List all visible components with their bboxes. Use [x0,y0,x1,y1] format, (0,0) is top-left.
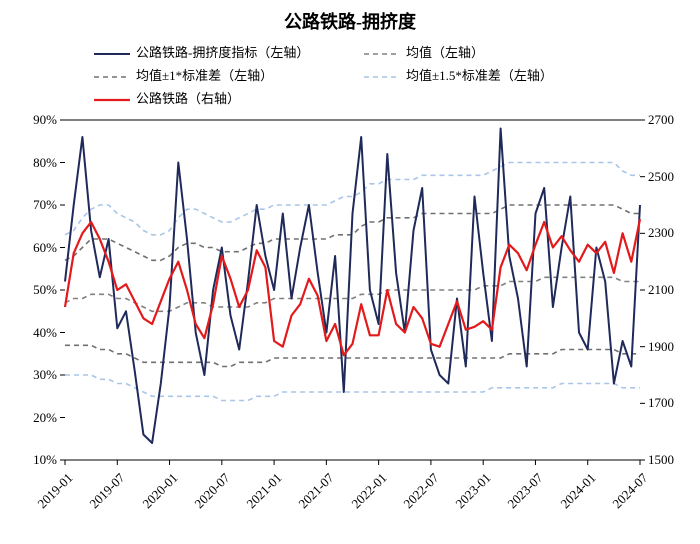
legend-item-label: 均值（左轴） [406,45,484,60]
y-right-tick-label: 2300 [648,225,674,241]
legend-item-label: 公路铁路（右轴） [136,91,240,106]
y-left-tick-label: 60% [33,240,57,256]
x-tick-label: 2022-07 [400,470,442,512]
chart-container: 公路铁路-拥挤度 公路铁路-拥挤度指标（左轴） 均值（左轴） 均值±1*标准差（左轴… [0,0,700,544]
series-line [65,345,640,366]
y-right-tick-label: 2100 [648,282,674,298]
y-right-tick-label: 2500 [648,169,674,185]
y-left-tick-label: 10% [33,452,57,468]
y-left-tick-label: 70% [33,197,57,213]
legend-table: 公路铁路-拥挤度指标（左轴） 均值（左轴） 均值±1*标准差（左轴） 均值±1.5*标… [90,40,630,109]
x-tick-label: 2021-07 [296,470,338,512]
x-tick-label: 2021-01 [243,470,285,512]
legend: 公路铁路-拥挤度指标（左轴） 均值（左轴） 均值±1*标准差（左轴） 均值±1.5*标… [90,40,630,109]
y-left-tick-label: 90% [33,112,57,128]
x-tick-label: 2020-07 [191,470,233,512]
x-tick-label: 2023-07 [505,470,547,512]
legend-item-label: 均值±1.5*标准差（左轴） [406,68,553,83]
x-tick-label: 2024-07 [609,470,651,512]
y-right-tick-label: 2700 [648,112,674,128]
x-tick-label: 2023-01 [453,470,495,512]
y-left-tick-label: 50% [33,282,57,298]
legend-item-label: 公路铁路-拥挤度指标（左轴） [136,45,309,60]
y-left-tick-label: 80% [33,155,57,171]
y-right-tick-label: 1700 [648,395,674,411]
plot-area [65,120,640,470]
x-tick-label: 2022-01 [348,470,390,512]
y-right-tick-label: 1500 [648,452,674,468]
chart-title: 公路铁路-拥挤度 [0,8,700,34]
x-tick-label: 2024-01 [557,470,599,512]
series-line [65,375,640,401]
legend-item-label: 均值±1*标准差（左轴） [136,68,273,83]
x-tick-label: 2020-01 [139,470,181,512]
x-tick-label: 2019-01 [34,470,76,512]
y-left-tick-label: 20% [33,410,57,426]
y-left-tick-label: 30% [33,367,57,383]
y-right-tick-label: 1900 [648,339,674,355]
series-line [65,219,640,355]
x-tick-label: 2019-07 [87,470,129,512]
y-left-tick-label: 40% [33,325,57,341]
